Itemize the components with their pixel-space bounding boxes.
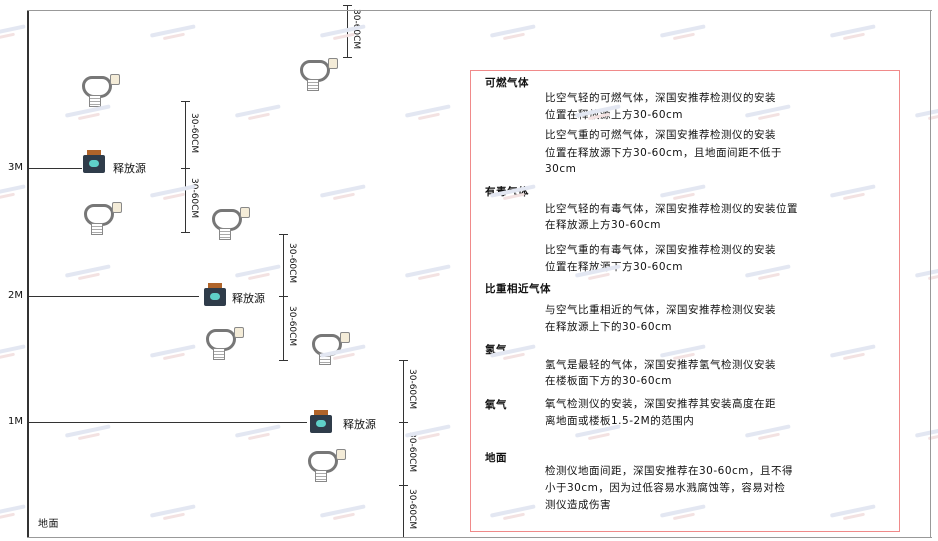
section-text: 小于30cm，因为过低容易水溅腐蚀等，容易对检 bbox=[545, 482, 786, 494]
section-text: 在释放源上方30-60cm bbox=[545, 219, 662, 231]
dimension-line bbox=[185, 101, 186, 168]
section-text: 氢气是最轻的气体，深国安推荐氢气检测仪安装 bbox=[545, 359, 776, 371]
dimension-line bbox=[403, 422, 404, 485]
detector-icon bbox=[202, 325, 244, 360]
watermark-logo bbox=[0, 180, 27, 203]
watermark-logo bbox=[319, 500, 367, 523]
right-wall bbox=[930, 10, 931, 538]
dimension-tick bbox=[279, 296, 288, 297]
floor-line bbox=[27, 537, 932, 538]
watermark-logo bbox=[149, 500, 197, 523]
section-text: 比空气重的可燃气体，深国安推荐检测仪的安装 bbox=[545, 129, 776, 141]
floor-label: 地面 bbox=[38, 519, 59, 530]
section-text: 在释放源上下的30-60cm bbox=[545, 321, 673, 333]
level-2m: 2M bbox=[8, 290, 23, 301]
section-text: 30cm bbox=[545, 163, 577, 175]
watermark-logo bbox=[64, 420, 112, 443]
watermark-logo bbox=[319, 180, 367, 203]
level-line bbox=[27, 168, 82, 169]
dimension-line bbox=[283, 296, 284, 360]
dimension-tick bbox=[399, 422, 408, 423]
watermark-logo bbox=[149, 340, 197, 363]
level-line bbox=[27, 296, 199, 297]
dimension-tick bbox=[343, 57, 352, 58]
watermark-logo bbox=[404, 260, 452, 283]
section-title: 比重相近气体 bbox=[485, 283, 551, 295]
detector-icon bbox=[308, 330, 350, 365]
dimension-label: 30-60CM bbox=[407, 431, 417, 472]
watermark-logo bbox=[0, 500, 27, 523]
level-3m: 3M bbox=[8, 162, 23, 173]
dimension-tick bbox=[181, 168, 190, 169]
source-label: 释放源 bbox=[113, 162, 146, 175]
ceiling bbox=[27, 10, 932, 11]
watermark-logo bbox=[0, 340, 27, 363]
info-panel bbox=[470, 70, 900, 532]
dimension-label: 30-60CM bbox=[287, 306, 297, 347]
dimension-tick bbox=[181, 232, 190, 233]
dimension-tick bbox=[279, 360, 288, 361]
watermark-logo bbox=[234, 100, 282, 123]
section-title: 地面 bbox=[485, 452, 507, 464]
release-source-icon bbox=[204, 283, 226, 307]
section-text: 氧气检测仪的安装，深国安推荐其安装高度在距 bbox=[545, 398, 776, 410]
detector-icon bbox=[78, 72, 120, 107]
dimension-tick bbox=[399, 485, 408, 486]
section-text: 离地面或楼板1.5-2M的范围内 bbox=[545, 415, 695, 427]
level-1m: 1M bbox=[8, 416, 23, 427]
detector-icon bbox=[296, 56, 338, 91]
source-label: 释放源 bbox=[343, 418, 376, 431]
dimension-label: 30-60CM bbox=[189, 178, 199, 219]
section-text: 测仪造成伤害 bbox=[545, 499, 611, 511]
watermark-logo bbox=[0, 20, 27, 43]
dimension-label: 30-60CM bbox=[189, 112, 199, 153]
watermark-logo bbox=[234, 420, 282, 443]
watermark-logo bbox=[914, 260, 938, 283]
detector-icon bbox=[208, 205, 250, 240]
level-line bbox=[27, 422, 307, 423]
watermark-logo bbox=[489, 20, 537, 43]
watermark-logo bbox=[914, 420, 938, 443]
watermark-logo bbox=[64, 260, 112, 283]
watermark-logo bbox=[829, 20, 877, 43]
dimension-line bbox=[403, 360, 404, 422]
source-label: 释放源 bbox=[232, 292, 265, 305]
wall bbox=[27, 10, 29, 538]
watermark-logo bbox=[914, 100, 938, 123]
section-title: 氧气 bbox=[485, 399, 507, 411]
dimension-line bbox=[283, 234, 284, 296]
dimension-line bbox=[403, 485, 404, 537]
watermark-logo bbox=[149, 20, 197, 43]
watermark-logo bbox=[404, 100, 452, 123]
watermark-logo bbox=[234, 260, 282, 283]
release-source-icon bbox=[310, 410, 332, 434]
section-text: 位置在释放源下方30-60cm，且地面间距不低于 bbox=[545, 147, 783, 159]
section-text: 在楼板面下方的30-60cm bbox=[545, 375, 673, 387]
section-title: 可燃气体 bbox=[485, 77, 529, 89]
dimension-line bbox=[185, 168, 186, 232]
dimension-line bbox=[347, 5, 348, 57]
dimension-label: 30-60CM bbox=[287, 243, 297, 284]
release-source-icon bbox=[83, 150, 105, 174]
section-text: 检测仪地面间距，深国安推荐在30-60cm，且不得 bbox=[545, 465, 794, 477]
detector-icon bbox=[80, 200, 122, 235]
section-text: 与空气比重相近的气体，深国安推荐检测仪安装 bbox=[545, 304, 776, 316]
dimension-label: 30-60CM bbox=[351, 9, 361, 50]
watermark-logo bbox=[659, 20, 707, 43]
section-text: 比空气轻的可燃气体，深国安推荐检测仪的安装 bbox=[545, 92, 776, 104]
dimension-label: 30-60CM bbox=[407, 489, 417, 530]
section-text: 比空气重的有毒气体，深国安推荐检测仪的安装 bbox=[545, 244, 776, 256]
section-text: 比空气轻的有毒气体，深国安推荐检测仪的安装位置 bbox=[545, 203, 798, 215]
detector-icon bbox=[304, 447, 346, 482]
dimension-label: 30-60CM bbox=[407, 369, 417, 410]
